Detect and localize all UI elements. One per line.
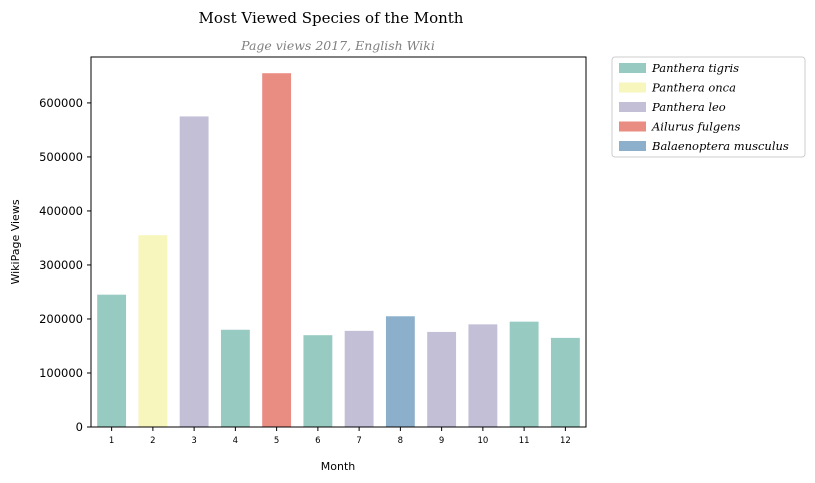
y-tick-label: 300000 xyxy=(39,258,83,272)
x-tick-label: 4 xyxy=(233,436,238,446)
legend-swatch xyxy=(619,102,646,112)
y-axis-label: WikiPage Views xyxy=(9,199,22,284)
x-tick-label: 8 xyxy=(398,436,403,446)
legend-swatch xyxy=(619,82,646,93)
legend-label: Panthera leo xyxy=(651,100,726,114)
x-tick-label: 3 xyxy=(191,436,196,446)
bars-layer xyxy=(97,73,580,428)
chart-subtitle: Page views 2017, English Wiki xyxy=(240,38,435,53)
bar-month-3 xyxy=(179,116,209,428)
legend-swatch xyxy=(619,121,646,132)
legend-label: Balaenoptera musculus xyxy=(651,139,789,153)
plot-frame xyxy=(90,56,587,428)
bar-month-1 xyxy=(97,294,127,427)
bar-month-4 xyxy=(220,329,250,427)
x-tick-label: 6 xyxy=(315,436,320,446)
chart-title: Most Viewed Species of the Month xyxy=(199,9,464,27)
x-tick-label: 5 xyxy=(274,436,279,446)
x-tick-label: 9 xyxy=(439,436,444,446)
bar-month-2 xyxy=(138,235,168,427)
x-tick-label: 10 xyxy=(477,436,488,446)
bar-month-11 xyxy=(509,321,539,427)
bar-month-10 xyxy=(468,324,498,427)
legend-label: Panthera onca xyxy=(651,81,736,95)
legend-frame xyxy=(611,56,806,158)
x-axis: 1 2 3 4 5 6 7 8 9 10 11 12 xyxy=(109,427,571,446)
legend-items: Panthera tigris Panthera onca Panthera leo… xyxy=(619,61,789,153)
x-axis-label: Month xyxy=(321,460,356,473)
x-tick-label: 7 xyxy=(356,436,361,446)
legend-swatch xyxy=(619,63,646,73)
bar-month-8 xyxy=(385,316,415,427)
bar-month-5 xyxy=(262,73,292,427)
x-tick-label: 11 xyxy=(519,436,530,446)
x-tick-label: 12 xyxy=(560,436,571,446)
bar-month-9 xyxy=(427,331,457,427)
y-tick-label: 100000 xyxy=(39,366,83,380)
bar-month-6 xyxy=(303,335,333,427)
legend-label: Panthera tigris xyxy=(651,61,739,75)
legend: Panthera tigris Panthera onca Panthera leo… xyxy=(611,56,806,158)
x-tick-label: 1 xyxy=(109,436,114,446)
x-tick-label: 2 xyxy=(150,436,155,446)
y-tick-label: 500000 xyxy=(39,150,83,164)
legend-label: Ailurus fulgens xyxy=(651,120,740,134)
bar-month-12 xyxy=(550,337,580,427)
y-tick-label: 0 xyxy=(76,420,83,434)
y-tick-label: 400000 xyxy=(39,204,83,218)
y-tick-label: 600000 xyxy=(39,96,83,110)
legend-swatch xyxy=(619,141,646,151)
bar-month-7 xyxy=(344,330,374,427)
y-tick-label: 200000 xyxy=(39,312,83,326)
y-axis: 0 100000 200000 300000 400000 500000 600000 xyxy=(39,96,91,434)
